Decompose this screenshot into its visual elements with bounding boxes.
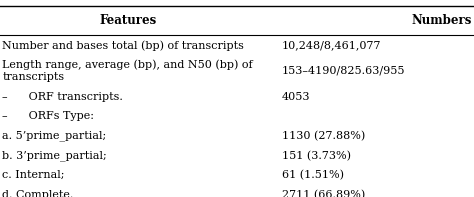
Text: Features: Features	[100, 14, 156, 27]
Text: 4053: 4053	[282, 92, 310, 101]
Text: 153–4190/825.63/955: 153–4190/825.63/955	[282, 66, 406, 76]
Text: 2711 (66.89%): 2711 (66.89%)	[282, 190, 365, 197]
Text: d. Complete.: d. Complete.	[2, 190, 74, 197]
Text: a. 5’prime_partial;: a. 5’prime_partial;	[2, 131, 107, 141]
Text: 151 (3.73%): 151 (3.73%)	[282, 151, 351, 161]
Text: –      ORFs Type:: – ORFs Type:	[2, 111, 94, 121]
Text: Number and bases total (bp) of transcripts: Number and bases total (bp) of transcrip…	[2, 40, 244, 51]
Text: Length range, average (bp), and N50 (bp) of
transcripts: Length range, average (bp), and N50 (bp)…	[2, 60, 253, 82]
Text: Numbers: Numbers	[411, 14, 472, 27]
Text: b. 3’prime_partial;: b. 3’prime_partial;	[2, 150, 107, 161]
Text: 61 (1.51%): 61 (1.51%)	[282, 170, 344, 180]
Text: –      ORF transcripts.: – ORF transcripts.	[2, 92, 123, 101]
Text: 1130 (27.88%): 1130 (27.88%)	[282, 131, 365, 141]
Text: c. Internal;: c. Internal;	[2, 170, 65, 180]
Text: 10,248/8,461,077: 10,248/8,461,077	[282, 40, 382, 50]
